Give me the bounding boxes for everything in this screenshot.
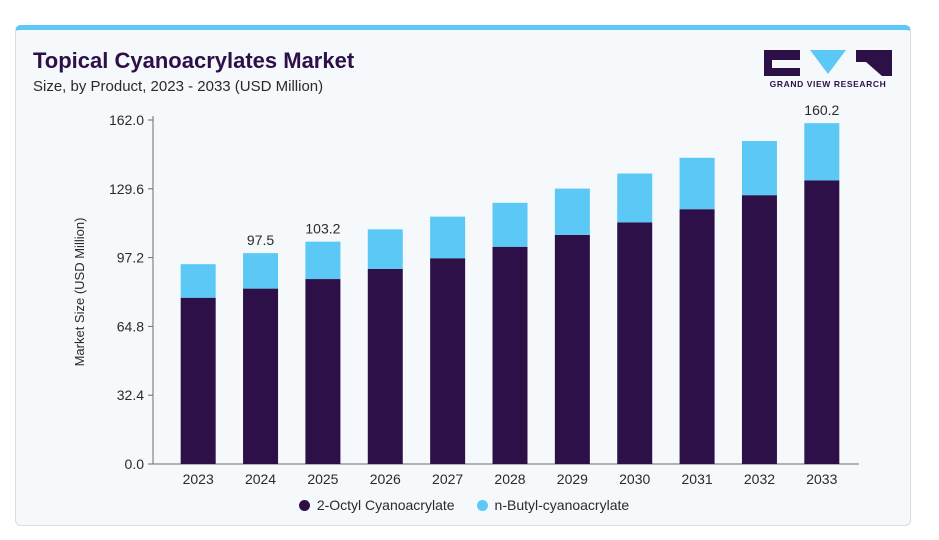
x-tick-label: 2031	[682, 471, 713, 487]
y-tick-label: 129.6	[109, 181, 144, 197]
legend-swatch-butyl	[476, 499, 488, 511]
y-tick-label: 0.0	[125, 456, 145, 472]
data-label-2024: 97.5	[247, 232, 274, 248]
chart-bars	[180, 123, 840, 465]
bar-segment-octyl-2027	[430, 258, 466, 464]
bar-segment-butyl-2027	[430, 216, 466, 259]
x-tick-label: 2032	[744, 471, 775, 487]
legend-item-butyl[interactable]: n-Butyl-cyanoacrylate	[476, 497, 630, 513]
logo-icon	[764, 50, 892, 76]
bar-segment-octyl-2032	[741, 195, 777, 465]
bar-segment-octyl-2033	[804, 180, 840, 465]
x-tick-label: 2025	[307, 471, 338, 487]
y-axis-label: Market Size (USD Million)	[72, 218, 87, 367]
bar-segment-octyl-2028	[492, 246, 528, 464]
chart-title: Topical Cyanoacrylates Market	[33, 48, 355, 73]
legend-label-octyl: 2-Octyl Cyanoacrylate	[316, 497, 455, 513]
x-tick-label: 2024	[245, 471, 276, 487]
x-tick-label: 2023	[183, 471, 214, 487]
logo-text: GRAND VIEW RESEARCH	[769, 79, 887, 89]
grand-view-research-logo: GRAND VIEW RESEARCH	[764, 50, 892, 94]
bar-segment-octyl-2026	[367, 268, 403, 464]
chart-card: Topical Cyanoacrylates Market Size, by P…	[15, 25, 911, 526]
bar-segment-butyl-2026	[367, 229, 403, 269]
bar-segment-octyl-2023	[180, 297, 216, 464]
chart-legend: 2-Octyl Cyanoacrylate n-Butyl-cyanoacryl…	[16, 497, 910, 513]
bar-segment-butyl-2032	[741, 141, 777, 196]
bar-segment-butyl-2029	[554, 188, 590, 235]
y-tick-label: 64.8	[117, 318, 144, 334]
bar-segment-octyl-2030	[617, 222, 653, 464]
bar-segment-butyl-2028	[492, 202, 528, 247]
chart-subtitle: Size, by Product, 2023 - 2033 (USD Milli…	[33, 78, 324, 95]
y-tick-label: 162.0	[109, 112, 144, 128]
legend-item-octyl[interactable]: 2-Octyl Cyanoacrylate	[298, 497, 455, 513]
x-tick-label: 2029	[557, 471, 588, 487]
bar-segment-octyl-2024	[243, 288, 279, 464]
bar-segment-octyl-2031	[679, 209, 715, 464]
chart-labels: 2023 2024 2025 2026 2027 2028 2029 2030 2031 2032…	[183, 102, 840, 487]
stacked-bar-chart: 0.0 32.4 64.8 97.2 129.6 162.0 Market Size (US…	[72, 102, 859, 487]
data-label-2033: 160.2	[804, 102, 839, 118]
x-tick-label: 2027	[432, 471, 463, 487]
x-tick-label: 2030	[619, 471, 650, 487]
bar-segment-butyl-2024	[243, 253, 279, 289]
legend-swatch-octyl	[298, 499, 310, 511]
bar-segment-butyl-2023	[180, 264, 216, 298]
x-tick-label: 2033	[806, 471, 837, 487]
bar-segment-butyl-2025	[305, 241, 341, 280]
y-tick-label: 97.2	[117, 250, 144, 266]
bar-segment-octyl-2025	[305, 279, 341, 464]
data-label-2025: 103.2	[305, 221, 340, 237]
x-tick-label: 2028	[494, 471, 525, 487]
x-tick-label: 2026	[370, 471, 401, 487]
bar-segment-butyl-2030	[617, 173, 653, 223]
bar-segment-butyl-2031	[679, 157, 715, 210]
legend-label-butyl: n-Butyl-cyanoacrylate	[494, 497, 630, 513]
bar-segment-octyl-2029	[554, 234, 590, 464]
bar-segment-butyl-2033	[804, 123, 840, 181]
y-tick-label: 32.4	[117, 387, 144, 403]
